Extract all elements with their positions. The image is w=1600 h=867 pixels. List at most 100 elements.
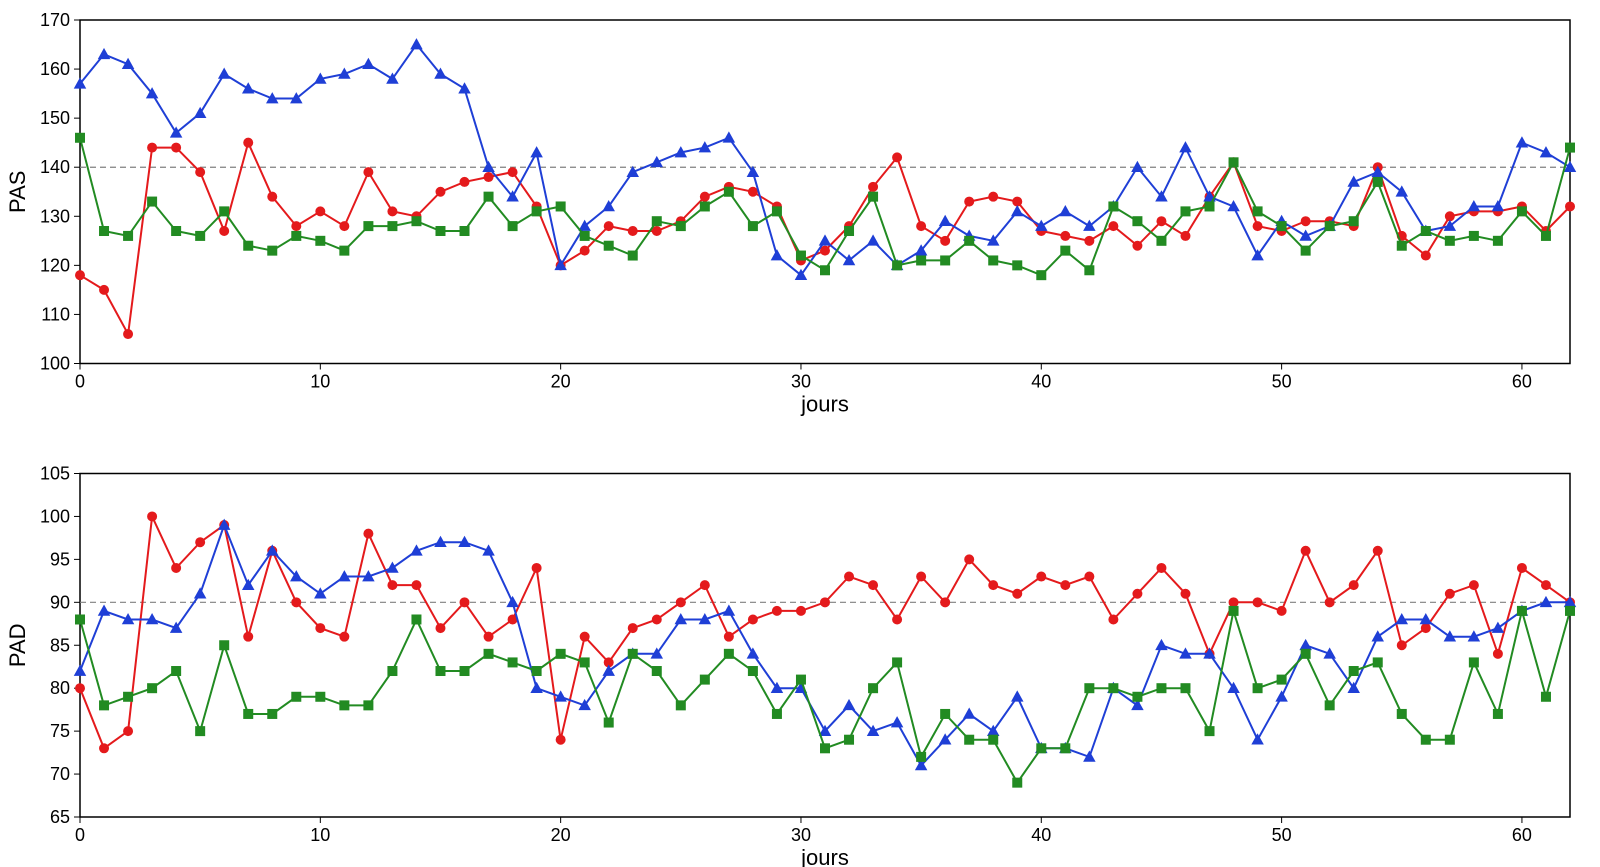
series-marker [1109, 222, 1118, 231]
series-marker [965, 197, 974, 206]
series-marker [532, 563, 541, 572]
series-marker [220, 641, 229, 650]
series-marker [940, 216, 951, 226]
series-marker [292, 222, 301, 231]
series-marker [148, 143, 157, 152]
series-marker [868, 235, 879, 245]
series-marker [340, 246, 349, 255]
series-marker [124, 692, 133, 701]
series-marker [1421, 251, 1430, 260]
series-marker [1493, 623, 1504, 633]
y-axis-label: PAD [5, 623, 30, 667]
series-marker [99, 606, 110, 616]
series-marker [532, 667, 541, 676]
series-marker [1061, 246, 1070, 255]
series-marker [845, 227, 854, 236]
series-marker [821, 246, 830, 255]
series-marker [1397, 641, 1406, 650]
series-marker [1133, 241, 1142, 250]
x-axis-label: jours [800, 845, 849, 867]
series-marker [1445, 735, 1454, 744]
series-marker [100, 744, 109, 753]
series-marker [220, 207, 229, 216]
series-marker [196, 168, 205, 177]
series-marker [1157, 217, 1166, 226]
series-marker [941, 236, 950, 245]
series-marker [268, 709, 277, 718]
series-marker [484, 192, 493, 201]
series-marker [1541, 231, 1550, 240]
series-marker [196, 538, 205, 547]
series-marker [364, 701, 373, 710]
series-marker [964, 709, 975, 719]
series-marker [1421, 227, 1430, 236]
series-marker [219, 69, 230, 79]
series-marker [556, 202, 565, 211]
series-marker [1445, 589, 1454, 598]
y-tick-label: 70 [50, 764, 70, 784]
series-line [80, 611, 1570, 783]
series-marker [1445, 236, 1454, 245]
series-marker [292, 598, 301, 607]
series-marker [1325, 598, 1334, 607]
series-marker [1349, 667, 1358, 676]
series-marker [724, 632, 733, 641]
series-marker [364, 529, 373, 538]
x-tick-label: 30 [791, 825, 811, 845]
series-marker [652, 615, 661, 624]
series-marker [1566, 202, 1575, 211]
series-marker [1301, 649, 1310, 658]
series-marker [1300, 640, 1311, 650]
series-marker [580, 231, 589, 240]
series-marker [1061, 231, 1070, 240]
series-marker [1566, 606, 1575, 615]
series-marker [1277, 675, 1286, 684]
series-marker [892, 717, 903, 727]
series-marker [821, 266, 830, 275]
series-marker [243, 83, 254, 93]
series-marker [1493, 649, 1502, 658]
series-marker [1133, 217, 1142, 226]
series-marker [820, 235, 831, 245]
series-marker [652, 217, 661, 226]
series-marker [628, 251, 637, 260]
series-marker [748, 615, 757, 624]
series-marker [845, 735, 854, 744]
series-marker [917, 256, 926, 265]
x-tick-label: 40 [1031, 372, 1051, 392]
series-marker [316, 236, 325, 245]
series-marker [99, 49, 110, 59]
series-marker [244, 709, 253, 718]
series-marker [893, 615, 902, 624]
series-marker [316, 207, 325, 216]
series-marker [75, 666, 86, 676]
series-marker [1157, 563, 1166, 572]
series-marker [989, 256, 998, 265]
series-marker [388, 207, 397, 216]
series-marker [340, 632, 349, 641]
series-marker [459, 83, 470, 93]
series-marker [1566, 143, 1575, 152]
series-marker [172, 227, 181, 236]
y-tick-label: 95 [50, 549, 70, 569]
series-marker [1493, 236, 1502, 245]
series-marker [1013, 589, 1022, 598]
series-marker [292, 692, 301, 701]
series-marker [1325, 701, 1334, 710]
y-tick-label: 90 [50, 592, 70, 612]
series-marker [1517, 563, 1526, 572]
series-marker [484, 632, 493, 641]
series-marker [1109, 684, 1118, 693]
series-marker [1276, 691, 1287, 701]
x-tick-label: 60 [1512, 372, 1532, 392]
series-marker [460, 598, 469, 607]
series-marker [124, 330, 133, 339]
series-marker [508, 168, 517, 177]
series-marker [195, 588, 206, 598]
series-marker [652, 667, 661, 676]
series-marker [748, 187, 757, 196]
series-marker [532, 207, 541, 216]
series-marker [989, 735, 998, 744]
series-marker [436, 624, 445, 633]
series-marker [1157, 684, 1166, 693]
